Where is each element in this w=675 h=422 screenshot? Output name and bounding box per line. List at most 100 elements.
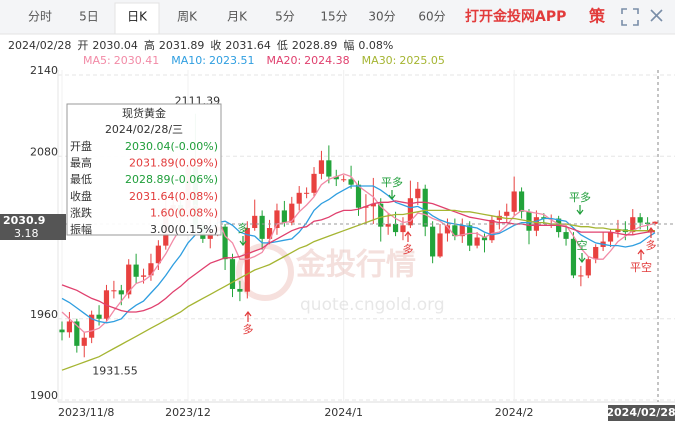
candle-body xyxy=(585,259,591,276)
candle-body xyxy=(400,225,406,233)
x-current-box xyxy=(608,405,675,421)
min-label: 1931.55 xyxy=(92,364,138,377)
candle-body xyxy=(148,263,154,276)
tab[interactable]: 30分 xyxy=(368,10,395,24)
candle-body xyxy=(252,215,258,229)
signal-arrow-head xyxy=(244,311,252,317)
price-label: 2030.9 xyxy=(3,214,45,227)
candle-body xyxy=(74,321,80,346)
info-value: 2031.89 xyxy=(159,39,205,52)
tab[interactable]: 月K xyxy=(227,10,248,24)
candle-body xyxy=(570,238,577,276)
tooltip-value: 3.00(0.15%) xyxy=(150,223,218,236)
info-date: 2024/02/28 xyxy=(8,39,71,52)
tooltip-value: 1.60(0.08%) xyxy=(150,206,218,219)
info-value: 2031.64 xyxy=(225,39,271,52)
tooltip-date: 2024/02/28/三 xyxy=(105,123,183,136)
tab[interactable]: 周K xyxy=(177,10,198,24)
candle-body xyxy=(518,191,525,212)
tooltip-value: 2031.64(0.08%) xyxy=(129,190,218,203)
candle-body xyxy=(274,210,280,229)
candle-body xyxy=(563,232,569,239)
tab[interactable]: 5日 xyxy=(79,10,99,24)
price-box xyxy=(0,214,66,240)
tab[interactable]: 分时 xyxy=(28,10,52,24)
tab[interactable]: 15分 xyxy=(320,10,347,24)
candle-body xyxy=(281,210,287,223)
info-label: 高 xyxy=(144,38,155,52)
candle-body xyxy=(452,225,458,237)
legend-name: MA30: xyxy=(362,54,397,67)
signal-arrow-head xyxy=(637,249,645,255)
tooltip-label: 开盘 xyxy=(70,139,92,153)
toolbar-bg xyxy=(0,0,675,34)
legend-value: 2025.05 xyxy=(399,54,445,67)
candle-body xyxy=(126,264,132,295)
signal-label: 多 xyxy=(403,242,414,256)
candle-body xyxy=(415,188,421,199)
info-label: 幅 xyxy=(343,39,354,52)
info-line: 2024/02/28 开 2030.04 高 2031.89 收 2031.64 低 2028.… xyxy=(8,38,393,52)
tooltip-label: 收盘 xyxy=(70,189,92,203)
tooltip-value: 2030.04(-0.00%) xyxy=(125,140,218,153)
y-tick-label: 1900 xyxy=(30,389,58,402)
candle-body xyxy=(96,314,102,319)
legend-value: 2024.38 xyxy=(304,54,350,67)
info-value: 0.08% xyxy=(358,39,393,52)
candle-body xyxy=(370,203,376,207)
change-label: 3.18 xyxy=(14,227,39,240)
signal-arrow-head xyxy=(578,257,586,263)
info-value: 2028.89 xyxy=(292,39,338,52)
tooltip-title: 现货黄金 xyxy=(122,106,166,120)
tooltip-label: 最低 xyxy=(70,173,92,186)
signal-label: 多 xyxy=(646,238,657,252)
tab[interactable]: 60分 xyxy=(418,10,445,24)
strategy-button[interactable]: 策 xyxy=(588,7,606,26)
candle-body xyxy=(348,179,354,185)
fullscreen-icon[interactable] xyxy=(621,8,639,26)
candle-body xyxy=(533,217,539,231)
candle-body xyxy=(504,211,510,216)
tooltip-rows: 开盘 2030.04(-0.00%) 最高 2031.89(0.09%) 最低 2028.… xyxy=(70,139,218,236)
tooltip-label: 振幅 xyxy=(70,222,92,236)
candle-body xyxy=(392,223,399,233)
candle-body xyxy=(296,192,302,204)
candle-body xyxy=(474,237,480,246)
app-link[interactable]: 打开金投网APP xyxy=(465,8,566,25)
candle-body xyxy=(118,290,124,295)
tab[interactable]: 5分 xyxy=(275,10,295,24)
x-tick-label: 2024/1 xyxy=(324,406,363,419)
candle-body xyxy=(81,337,87,346)
candle-body xyxy=(66,321,73,333)
ma-legend: MA5: 2030.41 MA10: 2023.51 MA20: 2024.38 MA30:… xyxy=(83,54,445,67)
legend-value: 2023.51 xyxy=(209,54,255,67)
watermark-url: quote.cngold.org xyxy=(300,295,445,315)
candle-body xyxy=(593,246,599,260)
signal-arrow-head xyxy=(576,209,584,215)
candle-body xyxy=(333,176,339,180)
info-value: 2030.04 xyxy=(92,39,138,52)
candle-body xyxy=(459,225,465,237)
candle-body xyxy=(407,198,413,226)
candle-body xyxy=(222,226,228,260)
candle-body xyxy=(422,188,428,227)
signal-arrow-head xyxy=(647,227,655,233)
tooltip-label: 最高 xyxy=(70,156,92,170)
watermark: 金投行情 quote.cngold.org xyxy=(236,243,445,315)
candle-body xyxy=(437,233,443,257)
tab-selected-bg xyxy=(114,2,160,35)
ma-line xyxy=(61,200,656,313)
legend-name: MA5: xyxy=(83,54,111,67)
tab-bar: 分时 5日 日K 周K 月K 5分 15分 30分 60分 xyxy=(28,2,446,35)
x-tick-label: 2024/2 xyxy=(495,406,534,419)
y-tick-label: 2140 xyxy=(30,64,58,77)
legend-name: MA10: xyxy=(171,54,206,67)
tooltip-value: 2031.89(0.09%) xyxy=(129,157,218,170)
candle-body xyxy=(111,290,117,292)
close-icon[interactable] xyxy=(650,9,663,22)
candle-body xyxy=(644,222,651,224)
tab[interactable]: 日K xyxy=(127,10,148,24)
candle-body xyxy=(615,229,621,233)
candle-body xyxy=(59,329,65,333)
